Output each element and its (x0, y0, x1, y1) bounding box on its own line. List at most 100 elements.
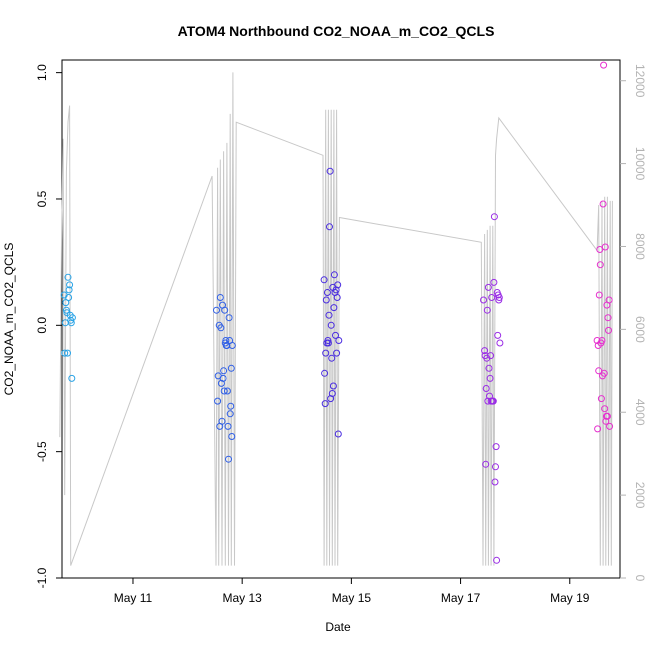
y2-tick-label: 8000 (633, 233, 647, 260)
data-point (64, 273, 72, 281)
data-point (328, 390, 336, 397)
data-point (595, 367, 603, 375)
data-point (487, 352, 495, 360)
data-point (333, 349, 341, 357)
data-point (223, 387, 231, 395)
data-point (334, 281, 342, 289)
chart-title: ATOM4 Northbound CO2_NOAA_m_CO2_QCLS (178, 23, 495, 39)
y-tick-label: -1.0 (35, 567, 49, 588)
data-point (64, 349, 71, 357)
data-point (334, 430, 342, 438)
data-point (489, 397, 497, 405)
data-point (65, 294, 73, 301)
data-point (480, 296, 487, 304)
data-point (226, 410, 234, 418)
y-tick-label: 1.0 (35, 64, 49, 81)
data-point (596, 246, 604, 253)
data-point (68, 314, 76, 322)
data-point (496, 339, 504, 347)
data-point (65, 286, 73, 294)
data-point (213, 306, 220, 314)
data-point (220, 367, 228, 375)
data-point (62, 306, 70, 314)
data-point (321, 369, 329, 377)
y-tick-label: -0.5 (35, 441, 49, 462)
x-tick-label: May 15 (332, 591, 372, 605)
data-point (322, 296, 330, 304)
data-point (494, 331, 502, 339)
data-point (601, 405, 609, 413)
data-point (66, 281, 74, 289)
y2-tick-label: 2000 (633, 482, 647, 509)
data-point (227, 402, 235, 410)
plot-frame (61, 59, 621, 579)
data-point (495, 296, 503, 304)
data-point (495, 294, 503, 301)
data-point (604, 314, 612, 322)
y2-axis: 0 2000 4000 6000 8000 10000 12000 (620, 64, 647, 582)
data-point (601, 243, 609, 251)
data-point (329, 382, 337, 390)
data-point (335, 337, 343, 344)
points-layer (60, 61, 614, 564)
data-point (605, 326, 612, 334)
data-point (220, 387, 228, 395)
x-tick-label: May 11 (114, 591, 153, 605)
data-point (228, 342, 236, 349)
data-point (217, 379, 225, 387)
data-point (493, 556, 501, 564)
data-point (485, 364, 493, 372)
data-point (606, 422, 614, 430)
data-point (599, 200, 607, 208)
data-point (600, 61, 608, 69)
y2-tick-label: 12000 (633, 64, 647, 98)
data-point (492, 443, 500, 451)
y2-tick-label: 10000 (633, 147, 647, 181)
data-point (219, 374, 227, 382)
data-point (332, 286, 340, 294)
data-point (324, 339, 332, 347)
data-point (490, 278, 498, 286)
data-point (483, 306, 491, 314)
data-point (326, 167, 334, 175)
x-tick-label: May 13 (222, 591, 262, 605)
data-point (330, 271, 338, 279)
x-axis: May 11 May 13 May 15 May 17 May 19 (114, 578, 590, 605)
data-point (482, 460, 490, 468)
x-tick-label: May 19 (550, 591, 590, 605)
data-point (68, 374, 76, 382)
data-point (217, 324, 225, 332)
data-point (333, 294, 341, 301)
y-axis: -1.0 -0.5 0.0 0.5 1.0 (35, 64, 62, 588)
data-point (324, 337, 332, 344)
data-point (332, 331, 339, 339)
data-point (218, 417, 226, 425)
data-point (227, 364, 235, 372)
data-point (595, 291, 603, 299)
data-point (488, 294, 496, 301)
data-point (322, 349, 330, 357)
data-point (486, 374, 494, 382)
y2-tick-label: 0 (633, 575, 647, 582)
data-point (224, 422, 232, 430)
data-point (323, 289, 331, 296)
altitude-layer (59, 72, 613, 566)
data-point (221, 306, 229, 314)
data-point (482, 385, 490, 392)
y-axis-label: CO2_NOAA_m_CO2_QCLS (2, 243, 16, 396)
data-point (228, 433, 236, 440)
data-point (216, 294, 224, 301)
data-point (484, 397, 492, 405)
data-point (321, 400, 329, 408)
data-point (214, 397, 222, 405)
x-axis-label: Date (325, 620, 351, 634)
data-point (330, 304, 338, 312)
data-point (320, 276, 328, 284)
x-tick-label: May 17 (441, 591, 481, 605)
data-point (325, 311, 333, 319)
data-point (605, 296, 613, 304)
data-point (492, 463, 499, 471)
data-point (326, 223, 333, 231)
y-tick-label: 0.0 (35, 317, 49, 334)
